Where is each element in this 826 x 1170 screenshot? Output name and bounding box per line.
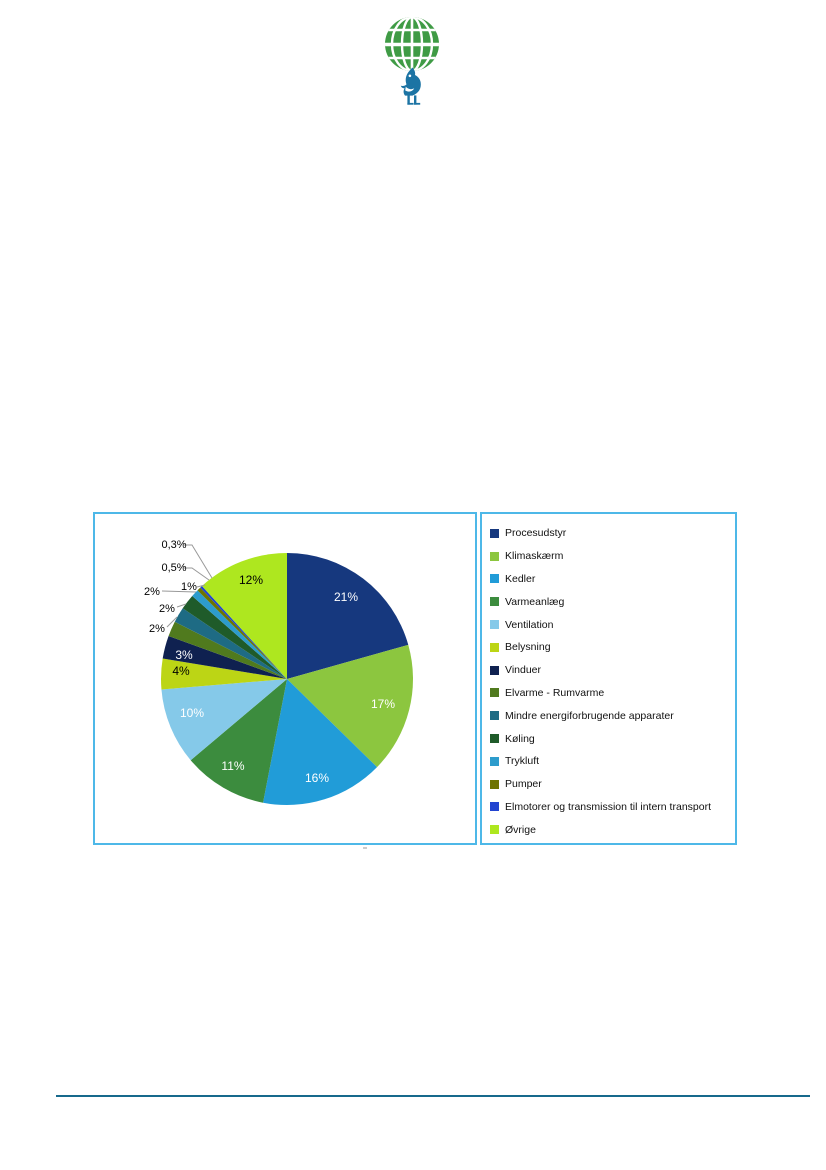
footer-divider bbox=[56, 1095, 810, 1097]
pie-slice-label: 3% bbox=[175, 648, 193, 662]
legend-swatch-icon bbox=[490, 551, 499, 561]
label-leader-line bbox=[176, 603, 187, 608]
bird-icon bbox=[400, 67, 421, 105]
pie-slice-7 bbox=[168, 621, 287, 679]
logo-svg bbox=[385, 17, 439, 105]
pie-slice-4 bbox=[161, 679, 287, 761]
legend-swatch-icon bbox=[490, 528, 499, 538]
legend-swatch-icon bbox=[490, 642, 499, 652]
pie-slice-3 bbox=[190, 679, 287, 803]
legend-swatch-icon bbox=[490, 574, 499, 584]
label-leader-line bbox=[184, 567, 210, 581]
legend-item: Klimaskærm bbox=[490, 545, 735, 568]
legend-swatch-icon bbox=[490, 620, 499, 630]
pie-slice-1 bbox=[287, 644, 414, 768]
pie-slice-12 bbox=[200, 586, 287, 679]
chart-legend: Procesudstyr Klimaskærm Kedler Varmeanlæg Ve… bbox=[480, 512, 737, 845]
legend-item: Trykluft bbox=[490, 750, 735, 773]
legend-swatch-icon bbox=[490, 665, 499, 675]
legend-swatch-icon bbox=[490, 688, 499, 698]
pie-slice-label: 2% bbox=[149, 623, 165, 635]
label-leader-line bbox=[166, 616, 178, 628]
pie-slice-label: 4% bbox=[172, 664, 190, 678]
legend-item: Elvarme - Rumvarme bbox=[490, 682, 735, 705]
label-leader-line bbox=[196, 584, 206, 588]
pie-slice-label: 1% bbox=[181, 581, 197, 593]
pie-slice-label: 12% bbox=[239, 573, 263, 587]
legend-item: Kedler bbox=[490, 568, 735, 591]
pie-slice-9 bbox=[182, 596, 287, 679]
legend-label: Mindre energiforbrugende apparater bbox=[505, 709, 674, 722]
pie-slice-label: 0,3% bbox=[161, 539, 186, 551]
pie-slice-label: 0,5% bbox=[161, 562, 186, 574]
pie-slice-label: 2% bbox=[144, 586, 160, 598]
legend-label: Elmotorer og transmission til intern tra… bbox=[505, 800, 711, 813]
pie-slice-2 bbox=[263, 679, 378, 805]
legend-swatch-icon bbox=[490, 802, 499, 812]
legend-swatch-icon bbox=[490, 734, 499, 744]
legend-label: Pumper bbox=[505, 778, 542, 791]
legend-swatch-icon bbox=[490, 597, 499, 607]
legend-swatch-icon bbox=[490, 779, 499, 789]
legend-items: Procesudstyr Klimaskærm Kedler Varmeanlæg Ve… bbox=[490, 522, 735, 841]
caption-anchor-mark bbox=[363, 847, 367, 849]
pie-slice-13 bbox=[201, 553, 287, 679]
legend-item: Mindre energiforbrugende apparater bbox=[490, 704, 735, 727]
globe-icon bbox=[385, 17, 439, 71]
pie-slice-8 bbox=[174, 608, 287, 679]
legend-label: Klimaskærm bbox=[505, 550, 564, 563]
pie-slice-6 bbox=[162, 635, 287, 679]
pie-slice-label: 10% bbox=[180, 706, 204, 720]
legend-label: Belysning bbox=[505, 641, 551, 654]
pie-slice-label: 11% bbox=[221, 759, 244, 773]
pie-slice-5 bbox=[161, 658, 287, 690]
pie-slice-0 bbox=[287, 553, 409, 679]
pie-slice-10 bbox=[192, 590, 287, 679]
agency-logo bbox=[382, 14, 442, 110]
legend-item: Procesudstyr bbox=[490, 522, 735, 545]
legend-item: Køling bbox=[490, 727, 735, 750]
pie-chart-panel: 21% 17% 16% 11% 10% 4% 3% 2% 2% 2% 1% 0,5% 0,3% 12% bbox=[93, 512, 477, 845]
legend-label: Elvarme - Rumvarme bbox=[505, 686, 605, 699]
pie-chart: 21% 17% 16% 11% 10% 4% 3% 2% 2% 2% 1% 0,5% 0,3% 12% bbox=[144, 539, 414, 805]
pie-slice-label: 17% bbox=[371, 697, 395, 711]
legend-item: Ventilation bbox=[490, 613, 735, 636]
legend-label: Trykluft bbox=[505, 755, 540, 768]
legend-item: Pumper bbox=[490, 773, 735, 796]
legend-label: Procesudstyr bbox=[505, 527, 567, 540]
legend-label: Øvrige bbox=[505, 823, 536, 836]
label-leader-line bbox=[184, 544, 213, 579]
legend-swatch-icon bbox=[490, 756, 499, 766]
legend-swatch-icon bbox=[490, 711, 499, 721]
legend-label: Kedler bbox=[505, 572, 536, 585]
legend-label: Køling bbox=[505, 732, 535, 745]
pie-slice-label: 21% bbox=[334, 590, 358, 604]
label-leader-line bbox=[161, 590, 197, 593]
pie-slice-11 bbox=[197, 587, 287, 679]
legend-item: Varmeanlæg bbox=[490, 590, 735, 613]
pie-slice-label: 2% bbox=[159, 603, 175, 615]
pie-slice-label: 16% bbox=[305, 771, 329, 785]
legend-label: Varmeanlæg bbox=[505, 595, 565, 608]
legend-item: Belysning bbox=[490, 636, 735, 659]
legend-swatch-icon bbox=[490, 825, 499, 835]
legend-item: Elmotorer og transmission til intern tra… bbox=[490, 796, 735, 819]
legend-item: Vinduer bbox=[490, 659, 735, 682]
legend-label: Ventilation bbox=[505, 618, 554, 631]
legend-label: Vinduer bbox=[505, 664, 542, 677]
legend-item: Øvrige bbox=[490, 818, 735, 841]
